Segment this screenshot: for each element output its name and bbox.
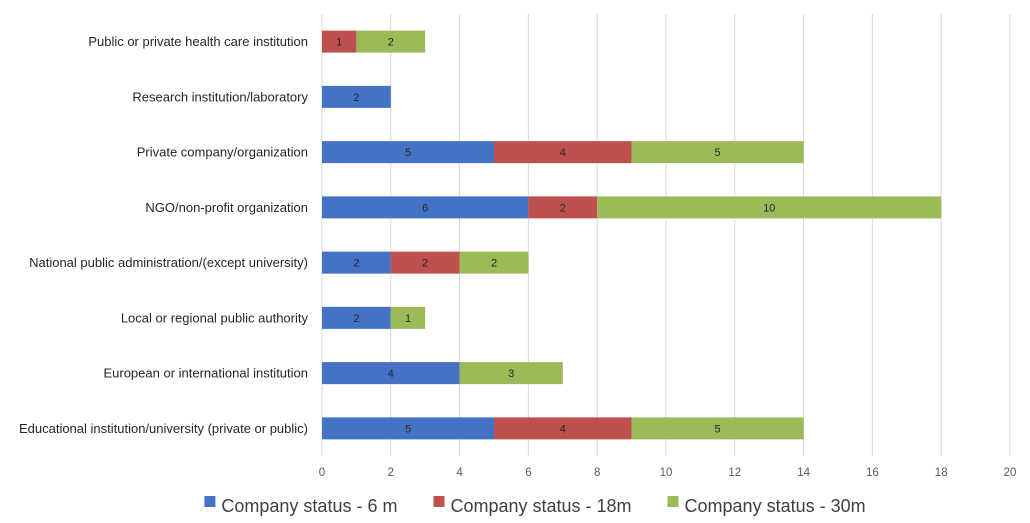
x-tick-label: 8 (594, 467, 600, 479)
x-tick-label: 0 (319, 467, 325, 479)
data-label: 2 (353, 258, 359, 270)
data-label: 2 (353, 92, 359, 104)
category-label: NGO/non-profit organization (145, 200, 308, 215)
legend-label: Company status - 30m (685, 496, 866, 516)
data-label: 5 (715, 423, 721, 435)
bar-segment (390, 306, 426, 329)
category-label: Research institution/laboratory (132, 89, 308, 104)
legend-label: Company status - 6 m (221, 496, 397, 516)
bar-segment (322, 362, 460, 385)
bar-segment (459, 251, 529, 274)
data-label: 5 (405, 423, 411, 435)
x-tick-label: 18 (935, 467, 948, 479)
bar-segment (631, 141, 804, 164)
x-tick-labels: 0 2 4 6 8 10 12 14 16 18 20 (319, 467, 1017, 479)
data-label: 4 (388, 368, 394, 380)
bar-segment (494, 141, 632, 164)
bar-segment (322, 85, 391, 108)
legend-swatch (433, 496, 445, 507)
data-label: 4 (560, 423, 566, 435)
legend-label: Company status - 18m (450, 496, 631, 516)
x-tick-label: 14 (797, 467, 810, 479)
data-label: 2 (422, 258, 428, 270)
category-labels: Public or private health care institutio… (19, 34, 309, 436)
bar-segment (322, 417, 494, 440)
x-tick-label: 2 (388, 467, 394, 479)
data-label: 5 (405, 147, 411, 159)
legend-swatch (667, 496, 679, 507)
data-label: 1 (405, 313, 411, 325)
data-label: 4 (560, 147, 566, 159)
category-label: Private company/organization (137, 145, 308, 160)
legend-swatch (204, 496, 216, 507)
data-label: 2 (560, 202, 566, 214)
bar-segment (322, 196, 529, 219)
gridlines (321, 14, 1011, 456)
legend-item: Company status - 30m (667, 496, 866, 516)
bar-segment (528, 196, 598, 219)
category-label: European or international institution (103, 366, 308, 381)
data-label: 1 (336, 37, 342, 49)
x-tick-label: 10 (660, 467, 673, 479)
bar-segment (494, 417, 632, 440)
bar-segment (597, 196, 942, 219)
bar-segment (356, 30, 426, 53)
bar-segment (322, 30, 357, 53)
x-tick-label: 6 (525, 467, 531, 479)
bar-segments: 1 2 2 5 4 5 6 2 10 2 2 2 2 1 4 3 5 4 5 (322, 30, 942, 440)
data-label: 10 (763, 202, 775, 214)
data-label: 2 (491, 258, 497, 270)
data-label: 2 (388, 37, 394, 49)
x-tick-label: 4 (456, 467, 463, 479)
bar-segment (390, 251, 460, 274)
x-tick-label: 12 (728, 467, 741, 479)
data-label: 6 (422, 202, 428, 214)
data-label: 5 (715, 147, 721, 159)
bar-segment (631, 417, 804, 440)
legend: Company status - 6 m Company status - 18m… (204, 496, 866, 516)
category-label: National public administration/(except u… (29, 255, 308, 270)
category-label: Public or private health care institutio… (88, 34, 308, 49)
x-tick-label: 20 (1004, 467, 1017, 479)
bar-segment (459, 362, 563, 385)
category-label: Local or regional public authority (121, 310, 309, 325)
bar-segment (322, 306, 391, 329)
bar-segment (322, 251, 391, 274)
data-label: 3 (508, 368, 514, 380)
category-label: Educational institution/university (priv… (19, 421, 308, 436)
data-label: 2 (353, 313, 359, 325)
x-tick-label: 16 (866, 467, 879, 479)
bar-segment (322, 141, 494, 164)
legend-item: Company status - 18m (433, 496, 632, 516)
legend-item: Company status - 6 m (204, 496, 397, 516)
